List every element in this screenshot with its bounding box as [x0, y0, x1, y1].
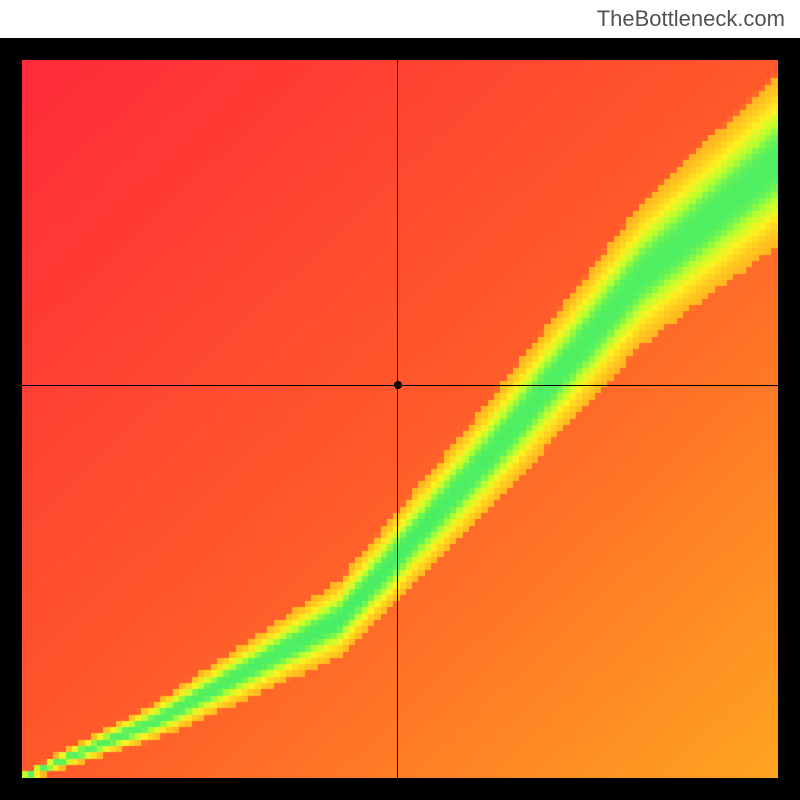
- heatmap-canvas: [22, 60, 778, 778]
- crosshair-marker: [394, 381, 402, 389]
- plot-area: [22, 60, 778, 778]
- page-container: TheBottleneck.com: [0, 0, 800, 800]
- chart-frame: [0, 38, 800, 800]
- crosshair-vertical: [397, 60, 398, 778]
- attribution-text: TheBottleneck.com: [597, 6, 785, 32]
